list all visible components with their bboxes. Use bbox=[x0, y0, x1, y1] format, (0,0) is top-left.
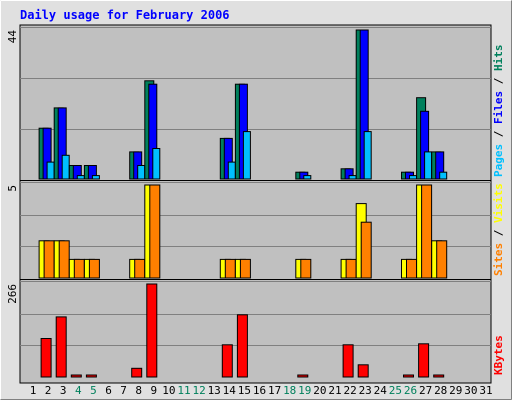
legend: KBytes bbox=[492, 335, 505, 375]
bar-kbytes bbox=[418, 343, 430, 378]
panel-visits_sites: 5 Sites / Visits bbox=[6, 180, 505, 279]
bar-kbytes bbox=[40, 338, 52, 378]
bar-kbytes bbox=[433, 374, 445, 378]
x-tick-label: 30 bbox=[464, 384, 477, 397]
x-tick-label: 26 bbox=[404, 384, 417, 397]
x-tick-label: 7 bbox=[120, 384, 127, 397]
x-tick-label: 20 bbox=[313, 384, 326, 397]
bar-sites bbox=[239, 258, 251, 279]
bar-sites bbox=[360, 221, 372, 279]
bar-pages bbox=[137, 165, 146, 180]
chart-title: Daily usage for February 2006 bbox=[20, 8, 230, 22]
bar-pages bbox=[439, 171, 448, 180]
bar-kbytes bbox=[403, 374, 414, 378]
y-max-label: 266 bbox=[6, 284, 19, 304]
bar-kbytes bbox=[221, 344, 233, 378]
bar-pages bbox=[424, 151, 433, 180]
bar-sites bbox=[88, 258, 100, 279]
bar-pages bbox=[46, 161, 55, 180]
bar-kbytes bbox=[146, 283, 158, 378]
y-max-label: 5 bbox=[6, 185, 19, 192]
legend: Pages / Files / Hits bbox=[492, 45, 505, 178]
x-tick-label: 3 bbox=[60, 384, 67, 397]
bar-pages bbox=[348, 175, 357, 180]
x-tick-label: 14 bbox=[223, 384, 237, 397]
bar-kbytes bbox=[55, 316, 67, 378]
x-tick-label: 9 bbox=[150, 384, 157, 397]
legend-item: Files bbox=[492, 91, 505, 124]
x-tick-label: 1 bbox=[30, 384, 37, 397]
panel-kbytes: 266 KBytes bbox=[6, 279, 505, 378]
bar-pages bbox=[242, 131, 251, 180]
bar-pages bbox=[303, 175, 312, 180]
bar-sites bbox=[224, 258, 236, 279]
legend-item: / bbox=[492, 223, 505, 243]
x-tick-label: 23 bbox=[359, 384, 372, 397]
bar-kbytes bbox=[342, 344, 354, 378]
bar-pages bbox=[61, 154, 70, 180]
x-tick-label: 2 bbox=[45, 384, 52, 397]
bar-kbytes bbox=[85, 374, 97, 378]
bar-sites bbox=[345, 258, 357, 279]
x-tick-label: 5 bbox=[90, 384, 97, 397]
bar-sites bbox=[58, 240, 70, 279]
legend-item: Sites bbox=[492, 243, 505, 276]
bar-pages bbox=[91, 175, 100, 180]
bar-sites bbox=[43, 240, 55, 279]
y-max-label: 44 bbox=[6, 30, 19, 44]
bar-pages bbox=[227, 161, 236, 180]
x-tick-label: 28 bbox=[434, 384, 447, 397]
x-tick-label: 10 bbox=[162, 384, 175, 397]
x-tick-label: 21 bbox=[328, 384, 341, 397]
bar-pages bbox=[76, 175, 85, 180]
legend-item: Visits bbox=[492, 183, 505, 223]
x-tick-label: 16 bbox=[253, 384, 266, 397]
bar-kbytes bbox=[70, 374, 82, 378]
x-tick-label: 8 bbox=[135, 384, 142, 397]
x-tick-label: 24 bbox=[374, 384, 388, 397]
x-tick-label: 18 bbox=[283, 384, 296, 397]
legend-item: Pages bbox=[492, 144, 505, 177]
bar-kbytes bbox=[357, 364, 369, 378]
x-tick-label: 13 bbox=[208, 384, 221, 397]
legend-item: / bbox=[492, 71, 505, 91]
legend-item: / bbox=[492, 124, 505, 144]
bar-kbytes bbox=[131, 367, 143, 378]
bar-sites bbox=[134, 258, 146, 279]
bar-sites bbox=[436, 240, 448, 279]
bar-sites bbox=[406, 258, 417, 279]
panel-hits_files_pages: 44 Pages / Files / Hits bbox=[6, 27, 505, 180]
bar-sites bbox=[300, 258, 312, 279]
bar-kbytes bbox=[236, 314, 248, 378]
bar-pages bbox=[409, 175, 417, 180]
bar-sites bbox=[73, 258, 85, 279]
x-tick-label: 19 bbox=[298, 384, 311, 397]
x-tick-label: 12 bbox=[192, 384, 205, 397]
x-tick-label: 25 bbox=[389, 384, 402, 397]
x-tick-label: 6 bbox=[105, 384, 112, 397]
x-tick-label: 4 bbox=[75, 384, 82, 397]
bar-sites bbox=[149, 184, 161, 279]
x-tick-label: 15 bbox=[238, 384, 251, 397]
bar-pages bbox=[152, 148, 161, 180]
x-tick-label: 31 bbox=[479, 384, 492, 397]
legend-item: KBytes bbox=[492, 335, 505, 375]
x-tick-label: 22 bbox=[343, 384, 356, 397]
x-tick-label: 11 bbox=[177, 384, 190, 397]
x-tick-label: 29 bbox=[449, 384, 462, 397]
legend: Sites / Visits bbox=[492, 183, 505, 276]
x-tick-label: 17 bbox=[268, 384, 281, 397]
plot-frame bbox=[19, 24, 492, 384]
bar-sites bbox=[421, 184, 433, 279]
bar-pages bbox=[363, 131, 372, 180]
bar-kbytes bbox=[297, 374, 309, 378]
legend-item: Hits bbox=[492, 45, 505, 72]
x-tick-label: 27 bbox=[419, 384, 432, 397]
